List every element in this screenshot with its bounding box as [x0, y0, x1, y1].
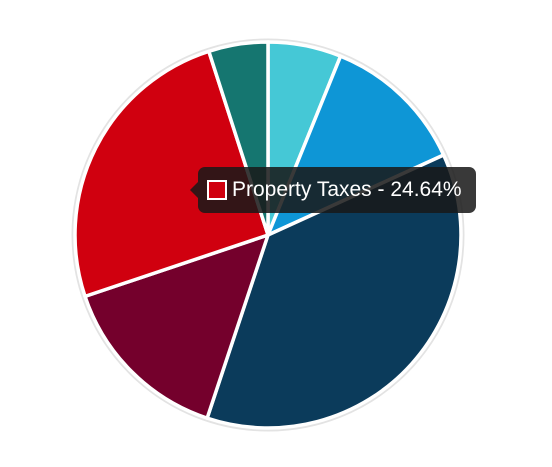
- slice-tooltip: Property Taxes - 24.64%: [190, 167, 476, 213]
- tooltip-color-swatch: [207, 180, 227, 200]
- pie-slice-4[interactable]: [83, 233, 270, 420]
- pie-outline: [71, 38, 465, 432]
- tooltip-text: Property Taxes - 24.64%: [232, 178, 462, 201]
- pie-slice-5[interactable]: [73, 49, 270, 299]
